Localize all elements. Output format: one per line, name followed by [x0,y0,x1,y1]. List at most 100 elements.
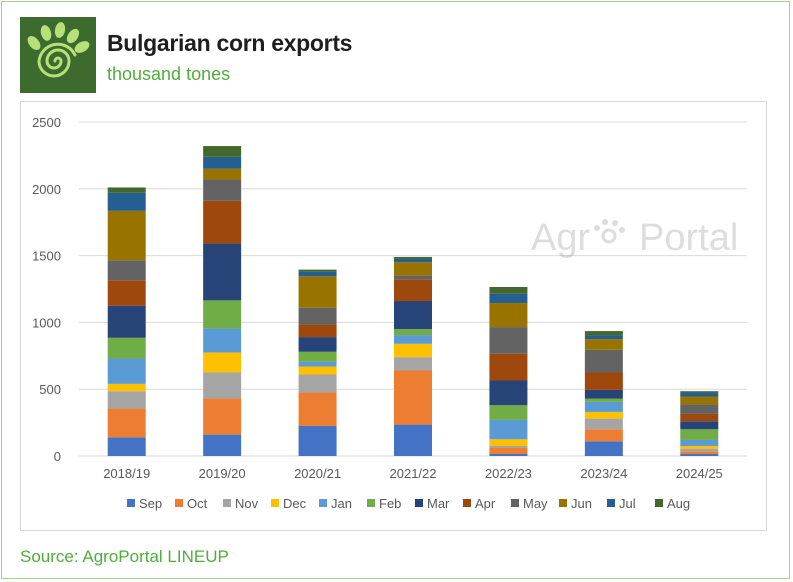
agroportal-logo [20,17,96,93]
bar-segment-may [489,327,528,354]
legend-item-may: May [511,496,548,511]
y-tick-label: 500 [39,382,61,397]
bar-segment-sep [584,441,623,456]
bar-segment-apr [489,353,528,381]
legend-item-oct: Oct [175,496,208,511]
bar-segment-may [584,349,623,373]
bar-segment-feb [203,300,242,329]
bar-segment-jan [107,358,146,384]
bar-segment-jun [584,339,623,350]
bar-segment-mar [203,243,242,301]
bar-segment-jan [394,335,432,344]
bar-segment-aug [489,286,528,294]
bar-segment-dec [489,439,528,446]
bar-segment-may [203,179,242,201]
bar-segment-may [107,260,146,281]
bar-segment-nov [203,372,242,399]
bar-segment-mar [107,305,146,338]
bar-segment-oct [394,370,432,425]
bar-segment-sep [489,453,528,456]
bar-segment-jun [680,396,719,405]
bar-segment-oct [298,392,337,426]
bar-segment-nov [394,357,432,371]
bar-segment-mar [394,301,432,330]
legend-item-dec: Dec [271,496,307,511]
bar-segment-aug [203,146,242,157]
bar-segment-aug [394,256,432,259]
bar-segment-sep [298,425,337,456]
bar-segment-feb [489,405,528,420]
bar-segment-oct [203,398,242,435]
bar-segment-jul [680,392,719,397]
x-tick-label: 2021/22 [390,466,437,481]
bar-segment-oct [489,447,528,454]
x-tick-label: 2023/24 [580,466,627,481]
bar-segment-mar [584,389,623,399]
bar-segment-jan [203,328,242,353]
y-tick-label: 2500 [32,115,61,130]
bar-segment-mar [298,337,337,352]
legend-label: Oct [187,496,208,511]
bar-segment-jun [107,210,146,261]
x-axis-ticks: 2018/19 2019/20 2020/21 2021/22 2022/23 2023/… [103,466,723,481]
bar-segment-apr [298,324,337,338]
bar-segment-apr [584,372,623,390]
bar-segment-oct [107,408,146,438]
x-tick-label: 2024/25 [676,466,723,481]
bar-segment-jul [489,293,528,304]
legend-label: Dec [283,496,307,511]
legend-item-aug: Aug [655,496,690,511]
source-note: Source: AgroPortal LINEUP [20,547,229,566]
bar-segment-nov [107,391,146,409]
bar-segment-sep [680,453,719,456]
legend-label: Feb [379,496,401,511]
bar-segment-jun [203,168,242,180]
bars [107,146,719,456]
bar-segment-sep [394,424,432,456]
legend-swatch [559,499,567,507]
bar-segment-mar [680,421,719,430]
legend-label: Mar [427,496,450,511]
legend-swatch [127,499,135,507]
legend-item-jul: Jul [607,496,636,511]
legend-item-jan: Jan [319,496,352,511]
bar-segment-sep [107,437,146,456]
bar-segment-dec [203,352,242,373]
bar-segment-feb [107,337,146,359]
legend-item-mar: Mar [415,496,450,511]
legend-swatch [463,499,471,507]
legend-label: Nov [235,496,259,511]
legend-item-apr: Apr [463,496,496,511]
leaf-spiral-icon [27,22,90,78]
bar-segment-jul [394,258,432,263]
bar-segment-dec [298,366,337,375]
agroportal-watermark: Agr Portal [531,217,738,259]
bar-segment-sep [203,434,242,456]
y-tick-label: 1500 [32,249,61,264]
bar-segment-feb [298,351,337,362]
watermark-sun-icon [594,219,625,244]
legend-swatch [415,499,423,507]
bar-segment-dec [584,411,623,419]
bar-segment-jan [298,361,337,367]
legend-swatch [367,499,375,507]
y-tick-label: 1000 [32,315,61,330]
x-tick-label: 2018/19 [103,466,150,481]
y-tick-label: 2000 [32,182,61,197]
bar-segment-jul [203,156,242,169]
chart-area: Agr Portal 0 500 1000 1500 2000 2500 2018/19 2… [20,101,767,531]
bar-segment-jan [489,419,528,440]
bar-segment-apr [107,280,146,306]
bar-segment-dec [107,383,146,392]
bar-segment-jun [489,303,528,328]
bar-segment-aug [107,187,146,193]
bar-segment-mar [489,380,528,406]
legend-swatch [223,499,231,507]
bar-segment-apr [680,413,719,422]
y-axis-ticks: 0 500 1000 1500 2000 2500 [32,115,61,464]
legend-item-nov: Nov [223,496,259,511]
x-tick-label: 2022/23 [485,466,532,481]
legend-label: Aug [667,496,690,511]
x-tick-label: 2020/21 [294,466,341,481]
